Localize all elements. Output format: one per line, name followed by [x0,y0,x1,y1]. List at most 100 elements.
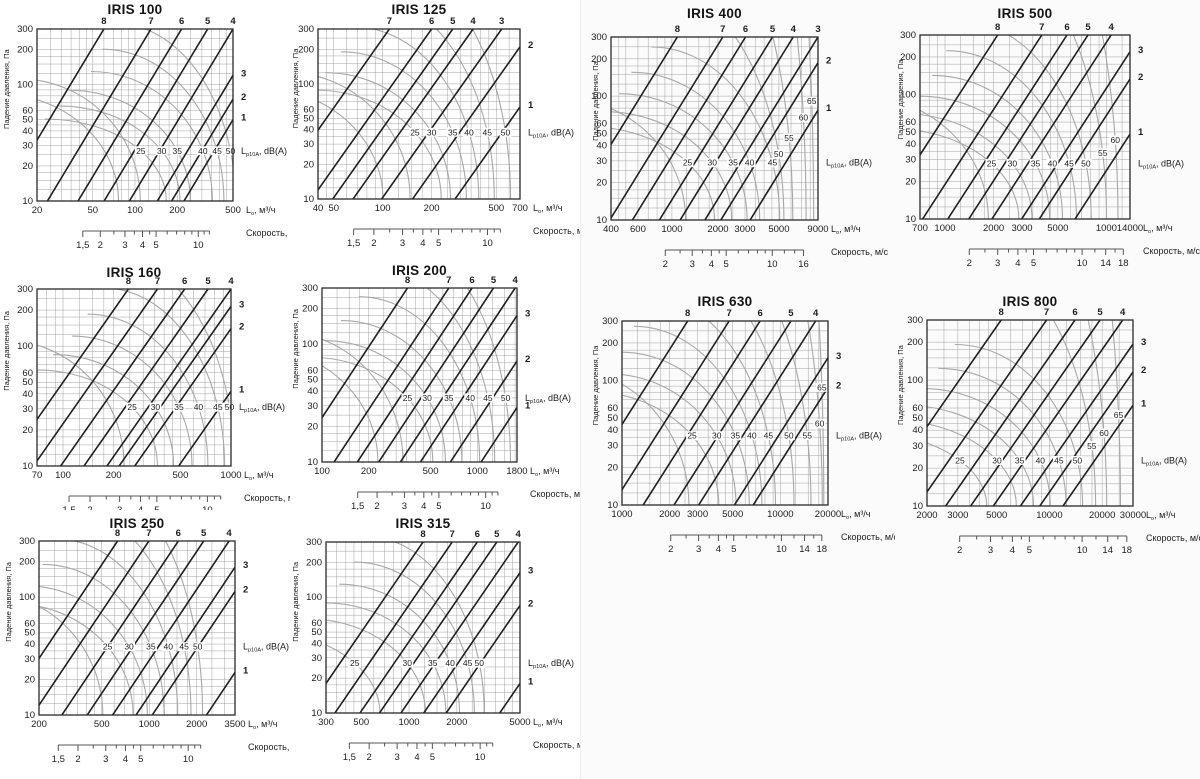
svg-text:500: 500 [353,717,369,728]
svg-text:Падение давления, Па: Падение давления, Па [896,344,905,425]
svg-text:4: 4 [1010,545,1015,556]
svg-text:7: 7 [146,528,151,539]
svg-text:1: 1 [1138,127,1144,138]
svg-text:50: 50 [501,127,511,137]
chart-title: IRIS 160 [106,265,162,280]
svg-text:200: 200 [306,557,322,568]
svg-text:700: 700 [512,203,528,214]
svg-text:25: 25 [687,431,697,441]
svg-text:30: 30 [708,158,718,168]
svg-text:5: 5 [1085,22,1091,33]
svg-text:4: 4 [470,16,476,27]
svg-text:10: 10 [596,215,607,226]
svg-text:3: 3 [525,309,530,320]
svg-text:60: 60 [912,403,923,414]
svg-text:Lo, м³/ч: Lo, м³/ч [533,203,563,215]
svg-text:30: 30 [403,658,413,668]
svg-text:300: 300 [17,24,33,35]
svg-text:10: 10 [183,754,194,765]
svg-text:6: 6 [743,24,748,35]
chart-iris-400: IRIS 400 25 30 35 40 45 50 55 60 65 8 7 6 5 4 3 2 1 300 20… [590,0,895,268]
svg-text:200: 200 [361,466,377,477]
svg-text:8: 8 [126,276,131,287]
svg-text:5: 5 [154,505,159,510]
svg-text:Lo, м³/ч: Lo, м³/ч [1143,223,1173,235]
svg-text:2: 2 [98,240,103,251]
svg-text:200: 200 [31,719,47,730]
svg-text:50: 50 [225,402,235,412]
chart-title: IRIS 400 [687,6,742,21]
svg-text:5: 5 [1027,545,1032,556]
svg-text:1,5: 1,5 [52,754,65,765]
svg-text:3: 3 [400,238,405,249]
svg-text:20: 20 [303,159,314,170]
svg-text:20: 20 [22,425,33,436]
svg-text:Падение давления, Па: Падение давления, Па [2,49,11,130]
svg-text:50: 50 [307,375,318,386]
svg-text:25: 25 [103,642,113,652]
svg-text:8: 8 [101,16,106,27]
svg-text:Скорость, м/с: Скорость, м/с [1143,246,1200,256]
svg-text:3: 3 [1141,337,1146,348]
svg-text:30: 30 [607,441,618,452]
svg-text:40: 40 [24,639,35,650]
svg-text:20: 20 [596,178,607,189]
pressure-drop-diagram: 25 30 35 40 45 507 6 5 4 321300200100605040302010… [291,16,580,249]
svg-text:25: 25 [410,127,420,137]
svg-text:Lp10A, dB(A): Lp10A, dB(A) [826,158,872,170]
svg-text:30: 30 [311,653,322,664]
svg-text:Lo, м³/ч: Lo, м³/ч [248,719,278,731]
svg-text:7: 7 [726,308,731,319]
svg-text:50: 50 [596,128,607,139]
svg-text:50: 50 [905,127,916,138]
svg-text:7: 7 [720,24,725,35]
svg-text:100: 100 [17,341,33,352]
svg-text:100: 100 [19,592,35,603]
svg-text:7: 7 [446,275,451,286]
pressure-drop-diagram: 25 30 35 40 45 508 7 6 5 432130020010060504030201… [2,276,290,510]
svg-text:40: 40 [464,127,474,137]
svg-text:14: 14 [1100,258,1111,268]
svg-text:2: 2 [371,238,376,249]
svg-text:6: 6 [176,528,181,539]
svg-text:30: 30 [422,393,432,403]
svg-text:1,5: 1,5 [347,238,360,249]
svg-text:40: 40 [303,125,314,136]
svg-text:65: 65 [817,382,827,392]
svg-text:20: 20 [22,161,33,172]
svg-text:20: 20 [24,675,35,686]
svg-text:Lo, м³/ч: Lo, м³/ч [1146,510,1176,522]
svg-text:6: 6 [179,16,184,27]
svg-text:2: 2 [668,544,673,555]
svg-text:50: 50 [226,146,236,156]
svg-text:4: 4 [420,238,425,249]
svg-text:6: 6 [1064,22,1069,33]
svg-text:10000: 10000 [767,509,793,520]
svg-text:Падение давления, Па: Падение давления, Па [591,345,600,426]
svg-text:30: 30 [712,431,722,441]
svg-text:3000: 3000 [734,224,755,235]
svg-text:1000: 1000 [139,719,160,730]
svg-text:30: 30 [307,401,318,412]
svg-text:60: 60 [22,368,33,379]
svg-text:200: 200 [591,54,607,65]
svg-text:40: 40 [313,203,324,214]
svg-text:Падение давления, Па: Падение давления, Па [291,308,300,389]
svg-text:300: 300 [602,316,618,327]
svg-text:1,5: 1,5 [343,752,356,763]
svg-text:4: 4 [1015,258,1020,268]
svg-text:4: 4 [138,505,143,510]
svg-text:3: 3 [696,544,701,555]
svg-text:50: 50 [22,377,33,388]
svg-text:35: 35 [428,658,438,668]
svg-text:1000: 1000 [661,224,682,235]
svg-text:60: 60 [307,365,318,376]
svg-text:2: 2 [241,92,246,103]
svg-text:1: 1 [826,103,832,114]
svg-text:60: 60 [22,105,33,116]
svg-text:40: 40 [311,638,322,649]
svg-text:60: 60 [799,113,809,123]
svg-text:1,5: 1,5 [76,240,89,251]
